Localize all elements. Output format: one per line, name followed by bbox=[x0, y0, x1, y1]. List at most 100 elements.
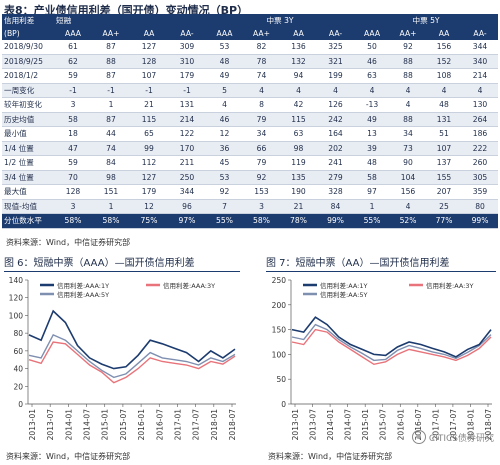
x-tick-label: 2014-07 bbox=[344, 409, 353, 441]
table-row: 1/2 位置 59 84 112 211 45 79 119 241 48 90 137 260 bbox=[2, 155, 499, 171]
table-cell: 4 bbox=[354, 83, 391, 98]
table-row: 2018/9/25 62 88 128 310 48 78 132 321 46 88 152 340 bbox=[2, 54, 499, 69]
table-cell: 21 bbox=[280, 199, 317, 214]
table-cell: 3 bbox=[54, 97, 92, 113]
table-cell: -13 bbox=[354, 97, 391, 113]
table-row: 现值-均值 3 1 12 96 7 3 21 84 1 4 25 80 bbox=[2, 199, 499, 214]
table-cell: 49 bbox=[206, 68, 243, 84]
table-row: 一周变化 -1 -1 -1 -1 5 4 4 4 4 4 4 4 bbox=[2, 83, 499, 98]
table-cell: 98 bbox=[280, 141, 317, 156]
table-cell: 131 bbox=[426, 112, 463, 127]
table-cell: 179 bbox=[130, 184, 168, 200]
table-cell: 1 bbox=[354, 199, 391, 214]
x-tick-label: 2013-01 bbox=[28, 409, 37, 441]
x-tick-label: 2018-01 bbox=[466, 409, 475, 441]
table-cell: 155 bbox=[426, 170, 463, 185]
table-cell: 84 bbox=[92, 155, 130, 171]
x-tick-label: 2016-07 bbox=[155, 409, 164, 441]
table-row: 2018/9/30 61 87 127 309 53 82 136 325 50 92 156 344 bbox=[2, 40, 499, 55]
row-label: 最小值 bbox=[2, 126, 54, 142]
table-cell: 13 bbox=[354, 126, 391, 142]
legend-label: 信用利差:AAA:5Y bbox=[57, 290, 109, 299]
table-cell: 96 bbox=[168, 199, 206, 214]
table-body: 2018/9/30 61 87 127 309 53 82 136 325 50 92 156 344 2… bbox=[2, 40, 499, 229]
table-row: 1/4 位置 47 74 99 170 36 66 98 202 39 73 107 222 bbox=[2, 141, 499, 156]
table-cell: 88 bbox=[390, 68, 427, 84]
table-cell: 70 bbox=[54, 170, 92, 185]
table-cell: 48 bbox=[354, 155, 391, 171]
table-row: 历史均值 58 87 115 214 46 79 115 242 49 88 131 264 bbox=[2, 112, 499, 127]
table-cell: 126 bbox=[317, 97, 355, 113]
x-tick-label: 2018-07 bbox=[484, 409, 493, 441]
table-cell: 88 bbox=[92, 54, 130, 69]
table-cell: 207 bbox=[426, 184, 463, 200]
table-row: 分位数水平 58% 58% 75% 97% 55% 58% 78% 99% 55% 52% 77% 99… bbox=[2, 213, 499, 229]
table-cell: 55% bbox=[354, 213, 391, 229]
table-cell: 87 bbox=[92, 40, 130, 55]
x-tick-label: 2013-07 bbox=[46, 409, 55, 441]
table-cell: 132 bbox=[280, 54, 317, 69]
table-cell: 58 bbox=[354, 170, 391, 185]
row-label: 2018/1/2 bbox=[2, 68, 54, 84]
table-cell: 344 bbox=[462, 40, 499, 55]
table-cell: 58 bbox=[54, 112, 92, 127]
y-tick-label: 0 bbox=[281, 400, 286, 409]
column-header: AA bbox=[280, 27, 317, 40]
table-cell: 137 bbox=[426, 155, 463, 171]
y-tick-label: 50 bbox=[276, 375, 286, 384]
table-cell: 279 bbox=[317, 170, 355, 185]
table-source: 资料来源：Wind，中信证券研究部 bbox=[6, 238, 131, 247]
table-cell: 4 bbox=[390, 83, 427, 98]
header-group-0: 信用利差 bbox=[2, 14, 54, 27]
table-cell: 63 bbox=[280, 126, 317, 142]
row-label: 历史均值 bbox=[2, 112, 54, 127]
row-label: 一周变化 bbox=[2, 83, 54, 98]
table-cell: 242 bbox=[317, 112, 355, 127]
table-cell: 115 bbox=[130, 112, 168, 127]
table-cell: 63 bbox=[354, 68, 391, 84]
table-cell: 92 bbox=[206, 184, 243, 200]
table-cell: 135 bbox=[280, 170, 317, 185]
column-header: AAA bbox=[54, 27, 92, 40]
y-tick-label: 80 bbox=[13, 329, 23, 338]
table-cell: 94 bbox=[280, 68, 317, 84]
table-cell: 58% bbox=[243, 213, 280, 229]
legend-label: 信用利差:AA:3Y bbox=[426, 281, 473, 290]
table-cell: 50 bbox=[354, 40, 391, 55]
table-cell: 4 bbox=[390, 97, 427, 113]
table-cell: 115 bbox=[280, 112, 317, 127]
table-cell: 309 bbox=[168, 40, 206, 55]
table-cell: 44 bbox=[92, 126, 130, 142]
table-cell: 92 bbox=[243, 170, 280, 185]
table-cell: 18 bbox=[54, 126, 92, 142]
x-tick-label: 2014-01 bbox=[64, 409, 73, 441]
table-cell: 88 bbox=[390, 54, 427, 69]
table-group-header: 信用利差 短融 中票 3Y 中票 5Y bbox=[2, 14, 499, 27]
table-cell: 310 bbox=[168, 54, 206, 69]
y-tick-label: 150 bbox=[272, 326, 287, 335]
table-cell: 99% bbox=[317, 213, 355, 229]
series-line-3 bbox=[291, 323, 492, 362]
table-cell: 107 bbox=[426, 141, 463, 156]
table-cell: 8 bbox=[243, 97, 280, 113]
table-cell: 34 bbox=[243, 126, 280, 142]
table-cell: 59 bbox=[54, 155, 92, 171]
table-cell: 58% bbox=[54, 213, 92, 229]
table-cell: 82 bbox=[243, 40, 280, 55]
row-label: 2018/9/30 bbox=[2, 40, 54, 55]
table-cell: 214 bbox=[168, 112, 206, 127]
table-row: 最小值 18 44 65 122 12 34 63 164 13 34 51 186 bbox=[2, 126, 499, 142]
legend-label: 信用利差:AA:1Y bbox=[320, 281, 367, 290]
x-tick-label: 2015-07 bbox=[379, 409, 388, 441]
column-header: AA bbox=[130, 27, 168, 40]
table-cell: 222 bbox=[462, 141, 499, 156]
table-cell: 4 bbox=[426, 83, 463, 98]
y-tick-label: 250 bbox=[272, 276, 287, 285]
table-cell: 39 bbox=[354, 141, 391, 156]
row-label: 现值-均值 bbox=[2, 199, 54, 214]
column-header: AAA bbox=[354, 27, 391, 40]
table-cell: 4 bbox=[243, 83, 280, 98]
table-cell: 153 bbox=[243, 184, 280, 200]
figure6-source: 资料来源：Wind，中信证券研究部 bbox=[6, 452, 131, 461]
table-cell: 164 bbox=[317, 126, 355, 142]
